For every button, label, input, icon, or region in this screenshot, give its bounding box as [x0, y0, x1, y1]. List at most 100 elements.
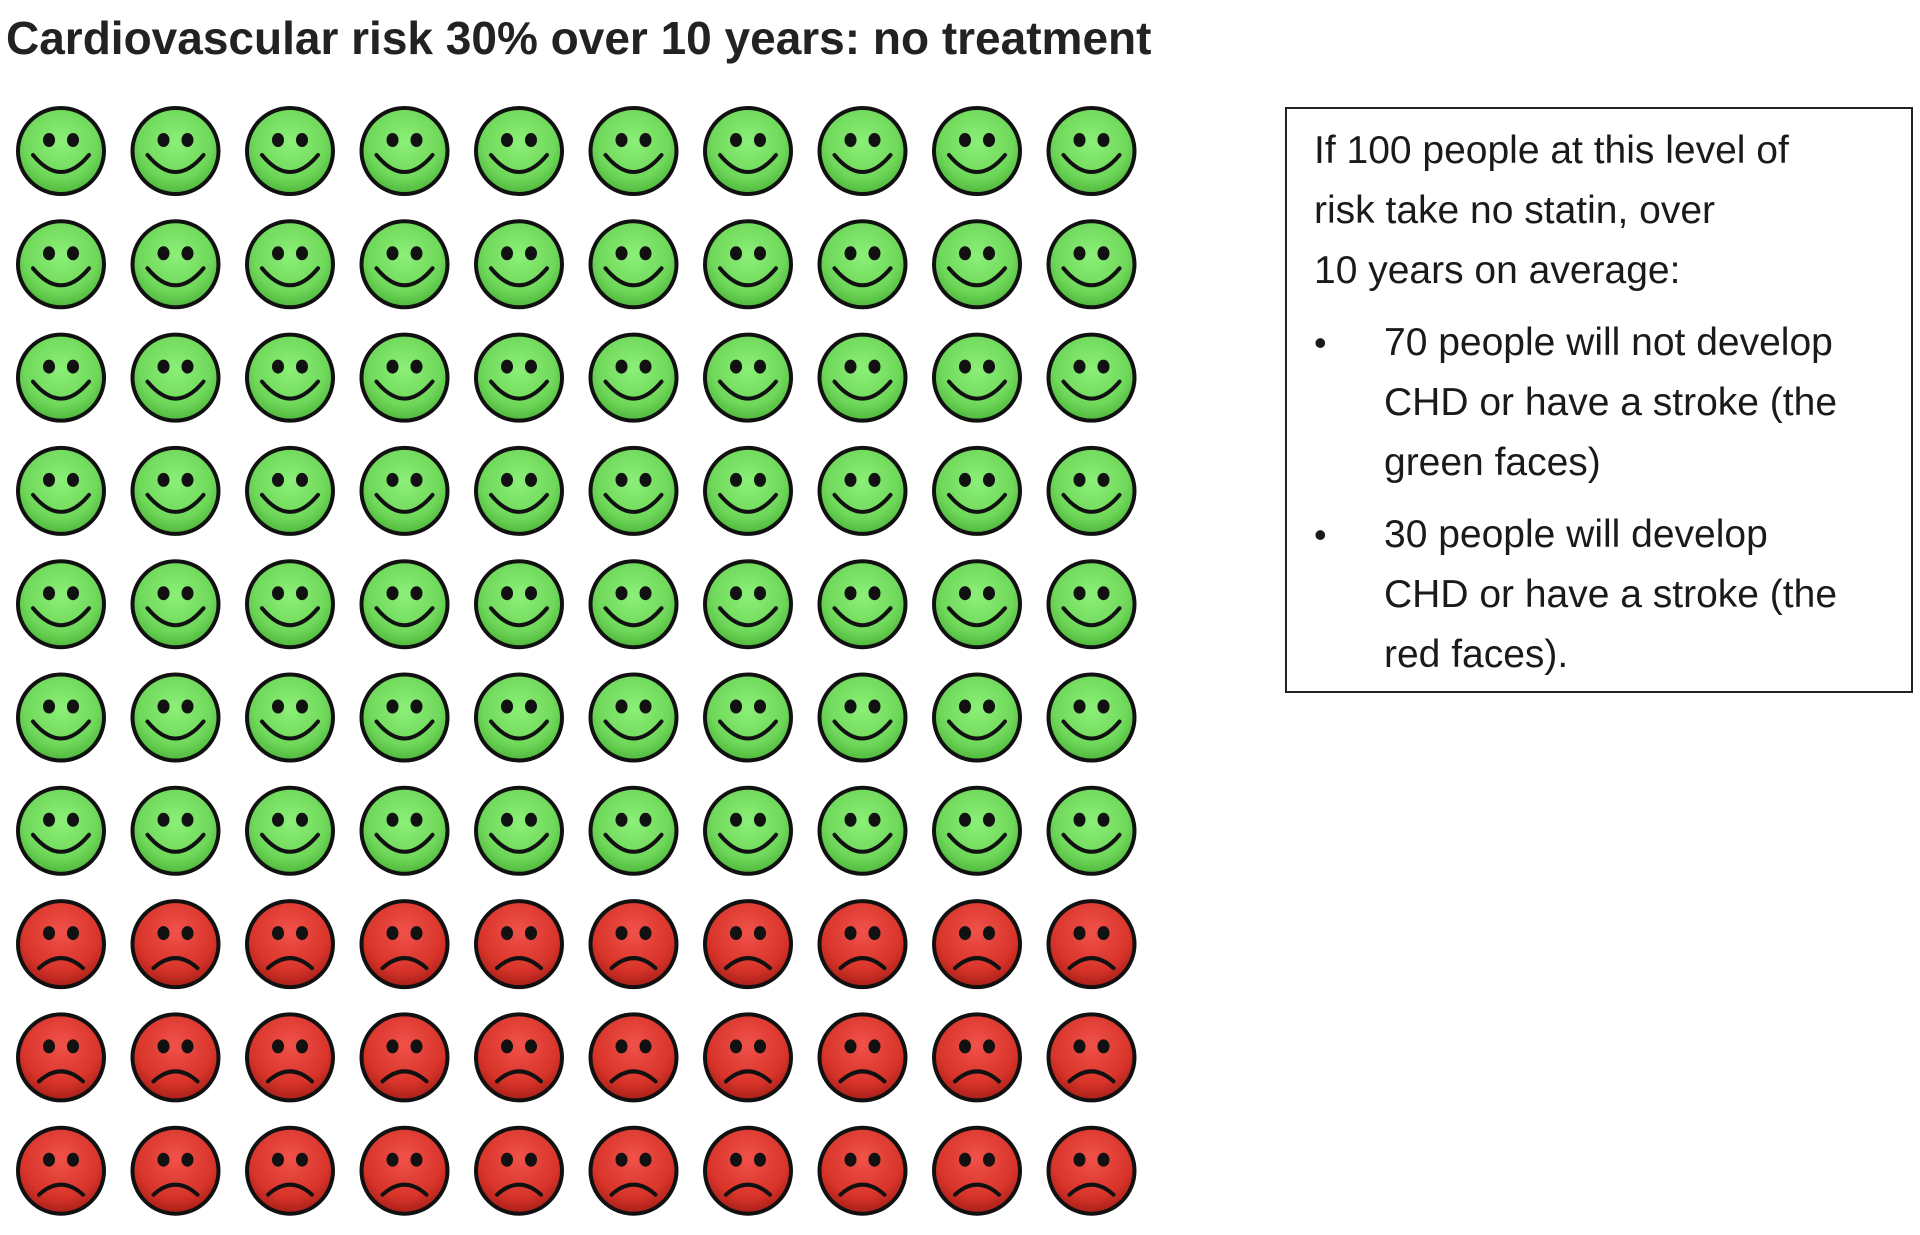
- sad-face-icon: [130, 1012, 221, 1103]
- info-intro-line: If 100 people at this level of: [1314, 129, 1789, 172]
- info-item-line: CHD or have a stroke (the: [1384, 381, 1838, 424]
- sad-face-icon: [932, 1125, 1022, 1216]
- smiley-face-icon: [1046, 672, 1137, 763]
- smiley-face-icon: [16, 219, 106, 310]
- smiley-face-icon: [130, 559, 221, 650]
- sad-face-icon: [1046, 1012, 1137, 1103]
- info-intro-line: 10 years on average:: [1314, 249, 1681, 292]
- smiley-face-icon: [1046, 219, 1137, 310]
- sad-face-icon: [359, 1125, 450, 1216]
- smiley-face-icon: [16, 785, 106, 876]
- smiley-face-icon: [1046, 332, 1137, 423]
- info-item-line: green faces): [1384, 441, 1601, 484]
- smiley-face-icon: [703, 106, 793, 196]
- sad-face-icon: [474, 1125, 564, 1216]
- smiley-face-icon: [817, 332, 908, 423]
- smiley-face-icon: [474, 672, 564, 763]
- info-list: • 70 people will not develop CHD or have…: [1314, 313, 1911, 685]
- info-intro: If 100 people at this level of risk take…: [1314, 121, 1911, 301]
- smiley-face-icon: [932, 445, 1022, 536]
- smiley-face-icon: [703, 219, 793, 310]
- smiley-face-icon: [16, 445, 106, 536]
- smiley-face-icon: [359, 785, 450, 876]
- smiley-face-icon: [1046, 445, 1137, 536]
- smiley-face-icon: [130, 106, 221, 196]
- smiley-face-icon: [588, 672, 679, 763]
- smiley-face-icon: [245, 219, 335, 310]
- smiley-face-icon: [703, 559, 793, 650]
- title-suffix: no treatment: [872, 12, 1152, 64]
- smiley-face-icon: [359, 559, 450, 650]
- smiley-face-icon: [588, 559, 679, 650]
- sad-face-icon: [359, 1012, 450, 1103]
- smiley-face-icon: [359, 106, 450, 196]
- info-item-line: red faces).: [1384, 633, 1569, 676]
- title-main: Cardiovascular risk 30% over 10 years:: [6, 12, 861, 64]
- smiley-face-icon: [474, 785, 564, 876]
- smiley-face-icon: [932, 559, 1022, 650]
- smiley-face-icon: [932, 332, 1022, 423]
- info-list-item-event: • 30 people will develop CHD or have a s…: [1314, 505, 1911, 685]
- sad-face-icon: [588, 899, 679, 990]
- smiley-face-icon: [130, 332, 221, 423]
- smiley-face-icon: [16, 559, 106, 650]
- smiley-face-icon: [474, 219, 564, 310]
- sad-face-icon: [474, 899, 564, 990]
- smiley-face-icon: [130, 785, 221, 876]
- sad-face-icon: [588, 1125, 679, 1216]
- sad-face-icon: [245, 899, 335, 990]
- sad-face-icon: [817, 1012, 908, 1103]
- sad-face-icon: [245, 1012, 335, 1103]
- smiley-face-icon: [1046, 785, 1137, 876]
- smiley-face-icon: [932, 672, 1022, 763]
- smiley-face-icon: [703, 332, 793, 423]
- smiley-face-icon: [1046, 106, 1137, 196]
- sad-face-icon: [1046, 1125, 1137, 1216]
- smiley-face-icon: [817, 785, 908, 876]
- smiley-face-icon: [130, 219, 221, 310]
- smiley-face-icon: [588, 106, 679, 196]
- smiley-face-icon: [16, 332, 106, 423]
- sad-face-icon: [817, 899, 908, 990]
- info-list-item-no-event: • 70 people will not develop CHD or have…: [1314, 313, 1911, 493]
- smiley-face-icon: [474, 445, 564, 536]
- smiley-face-icon: [359, 332, 450, 423]
- smiley-face-icon: [130, 672, 221, 763]
- smiley-face-icon: [817, 445, 908, 536]
- sad-face-icon: [817, 1125, 908, 1216]
- smiley-face-icon: [245, 559, 335, 650]
- sad-face-icon: [130, 899, 221, 990]
- sad-face-icon: [16, 899, 106, 990]
- smiley-face-icon: [359, 445, 450, 536]
- sad-face-icon: [932, 899, 1022, 990]
- smiley-face-icon: [703, 445, 793, 536]
- sad-face-icon: [130, 1125, 221, 1216]
- sad-face-icon: [16, 1012, 106, 1103]
- smiley-face-icon: [703, 785, 793, 876]
- smiley-face-icon: [932, 219, 1022, 310]
- sad-face-icon: [359, 899, 450, 990]
- sad-face-icon: [474, 1012, 564, 1103]
- sad-face-icon: [703, 1012, 793, 1103]
- sad-face-icon: [245, 1125, 335, 1216]
- info-box: If 100 people at this level of risk take…: [1285, 107, 1913, 693]
- sad-face-icon: [703, 899, 793, 990]
- smiley-face-icon: [817, 219, 908, 310]
- smiley-face-icon: [245, 332, 335, 423]
- smiley-face-icon: [474, 332, 564, 423]
- sad-face-icon: [932, 1012, 1022, 1103]
- smiley-face-icon: [932, 106, 1022, 196]
- smiley-face-icon: [588, 332, 679, 423]
- info-item-line: CHD or have a stroke (the: [1384, 573, 1838, 616]
- face-grid: [14, 104, 1154, 1234]
- info-item-line: 30 people will develop: [1384, 513, 1768, 556]
- bullet-icon: •: [1314, 514, 1327, 555]
- smiley-face-icon: [16, 672, 106, 763]
- smiley-face-icon: [932, 785, 1022, 876]
- smiley-face-icon: [359, 672, 450, 763]
- sad-face-icon: [1046, 899, 1137, 990]
- sad-face-icon: [588, 1012, 679, 1103]
- smiley-face-icon: [588, 219, 679, 310]
- smiley-face-icon: [817, 672, 908, 763]
- smiley-face-icon: [16, 106, 106, 196]
